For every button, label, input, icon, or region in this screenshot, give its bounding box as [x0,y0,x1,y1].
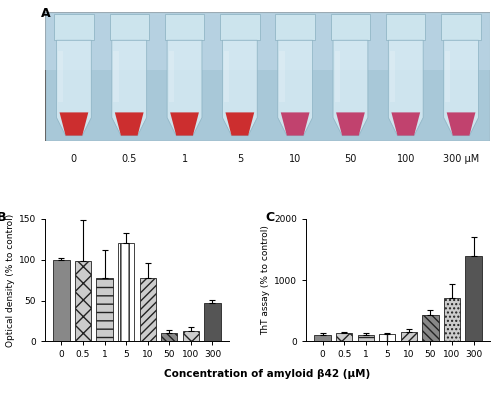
Bar [379,334,396,341]
Bar [96,278,112,341]
Polygon shape [331,14,370,40]
Text: Concentration of amyloid β42 (μM): Concentration of amyloid β42 (μM) [164,369,370,379]
Y-axis label: Optical density (% to control): Optical density (% to control) [6,214,15,347]
Polygon shape [281,112,310,136]
Bar [358,335,374,341]
Polygon shape [446,112,476,136]
Polygon shape [220,14,260,40]
Polygon shape [170,112,199,136]
Text: 10: 10 [289,154,302,164]
Text: 100: 100 [396,154,415,164]
Text: 300 μM: 300 μM [443,154,479,164]
Bar [466,256,481,341]
Polygon shape [226,112,254,136]
Text: 0: 0 [71,154,77,164]
Polygon shape [224,50,230,102]
Polygon shape [334,50,340,102]
Bar [314,335,330,341]
Polygon shape [333,40,368,136]
Polygon shape [386,14,426,40]
Bar [183,331,199,341]
Polygon shape [115,112,143,136]
Polygon shape [167,40,202,136]
Polygon shape [278,40,312,136]
Text: 0.5: 0.5 [122,154,137,164]
Bar [75,261,91,341]
Polygon shape [392,112,420,136]
Bar [204,303,220,341]
Polygon shape [165,14,204,40]
Bar [336,333,352,341]
Polygon shape [56,40,92,136]
Polygon shape [390,50,395,102]
Bar [161,333,178,341]
Bar [444,299,460,341]
Polygon shape [58,50,64,102]
Bar [45,12,490,70]
Polygon shape [280,50,284,102]
Bar [118,243,134,341]
Bar [54,260,70,341]
Polygon shape [445,50,450,102]
Y-axis label: ThT assay (% to control): ThT assay (% to control) [261,225,270,335]
Polygon shape [276,14,315,40]
Text: B: B [0,211,6,224]
Text: 5: 5 [236,154,243,164]
Polygon shape [110,14,149,40]
Polygon shape [114,50,118,102]
Bar [140,278,156,341]
Polygon shape [388,40,423,136]
Polygon shape [60,112,88,136]
Polygon shape [168,50,174,102]
Polygon shape [336,112,365,136]
Text: 1: 1 [182,154,188,164]
Polygon shape [442,14,480,40]
Polygon shape [444,40,478,136]
Text: C: C [266,211,275,224]
Text: A: A [40,7,50,20]
Polygon shape [112,40,146,136]
Bar [422,315,438,341]
Polygon shape [54,14,94,40]
Polygon shape [222,40,257,136]
Text: 50: 50 [344,154,356,164]
Bar [401,331,417,341]
